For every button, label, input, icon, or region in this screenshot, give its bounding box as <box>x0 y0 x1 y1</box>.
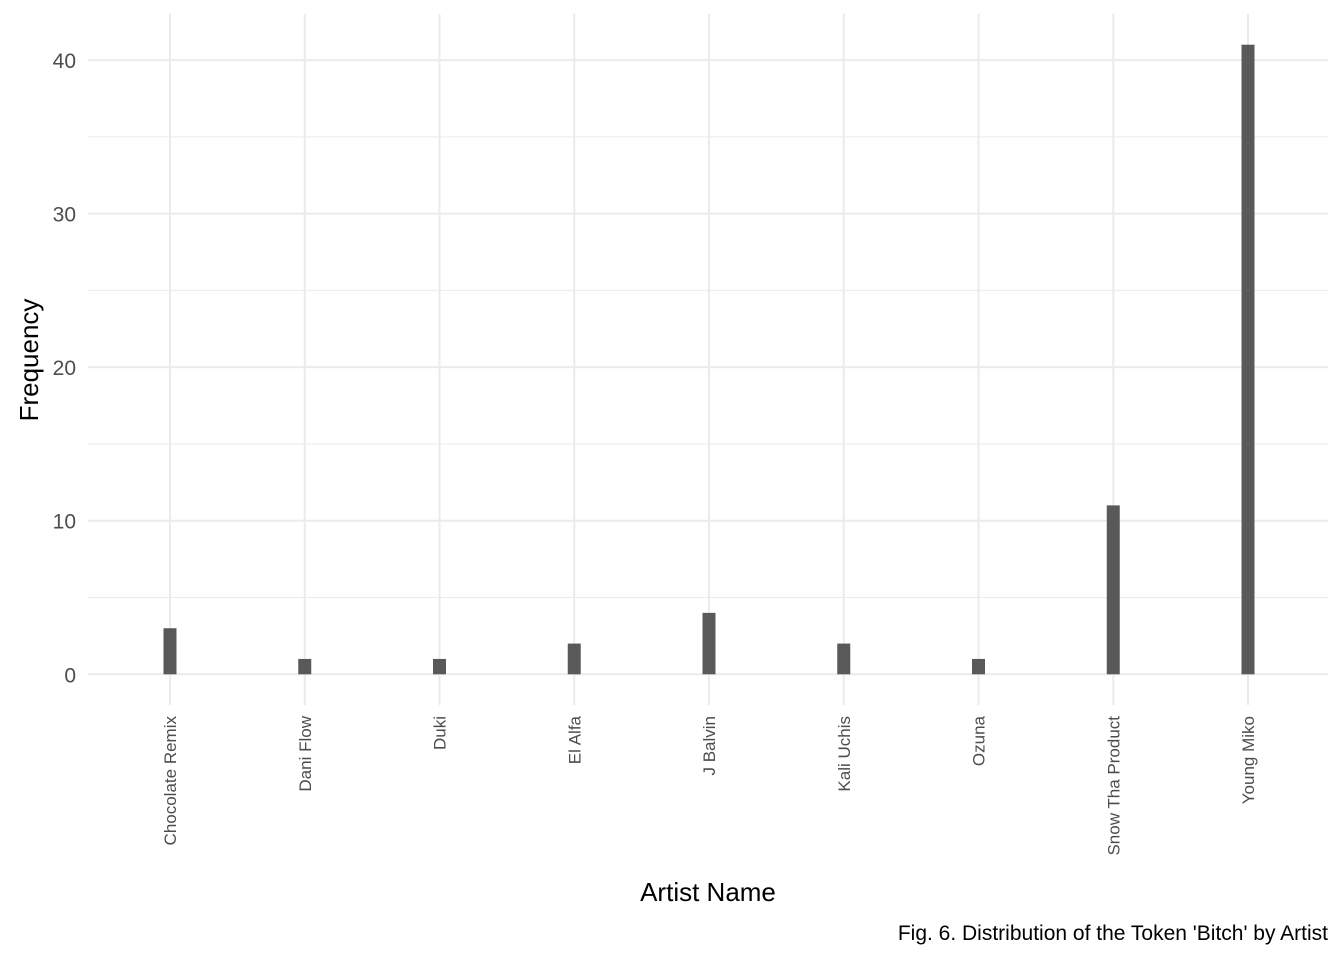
bar <box>298 658 312 675</box>
x-tick-label: Duki <box>431 716 450 750</box>
x-tick-labels: Chocolate Remix Dani Flow Duki El Alfa J Bal… <box>161 715 1258 855</box>
y-tick-labels: 0 10 20 30 40 <box>53 50 76 687</box>
bar <box>702 612 716 675</box>
y-tick-label: 0 <box>64 664 76 687</box>
figure-caption: Fig. 6. Distribution of the Token 'Bitch… <box>898 922 1328 945</box>
y-tick-label: 40 <box>53 50 76 73</box>
bar <box>837 643 851 675</box>
y-tick-label: 30 <box>53 204 76 227</box>
x-tick-label: Chocolate Remix <box>161 716 180 846</box>
y-axis-title: Frequency <box>14 299 44 422</box>
x-tick-label: El Alfa <box>565 715 584 764</box>
bar <box>1241 44 1255 675</box>
x-tick-label: Dani Flow <box>296 715 315 791</box>
x-tick-label: J Balvin <box>700 716 719 776</box>
grid-layer <box>88 14 1328 705</box>
bar <box>163 628 177 675</box>
bar-layer <box>163 44 1255 675</box>
x-axis-title: Artist Name <box>640 877 776 907</box>
bar <box>567 643 581 675</box>
bar <box>433 658 446 675</box>
x-tick-label: Snow Tha Product <box>1104 716 1123 856</box>
bar <box>1106 505 1120 675</box>
x-tick-label: Young Miko <box>1239 716 1258 804</box>
x-tick-label: Ozuna <box>970 715 989 766</box>
y-tick-label: 20 <box>53 357 76 380</box>
bar <box>972 658 985 675</box>
y-tick-label: 10 <box>53 511 76 534</box>
x-tick-label: Kali Uchis <box>835 716 854 792</box>
